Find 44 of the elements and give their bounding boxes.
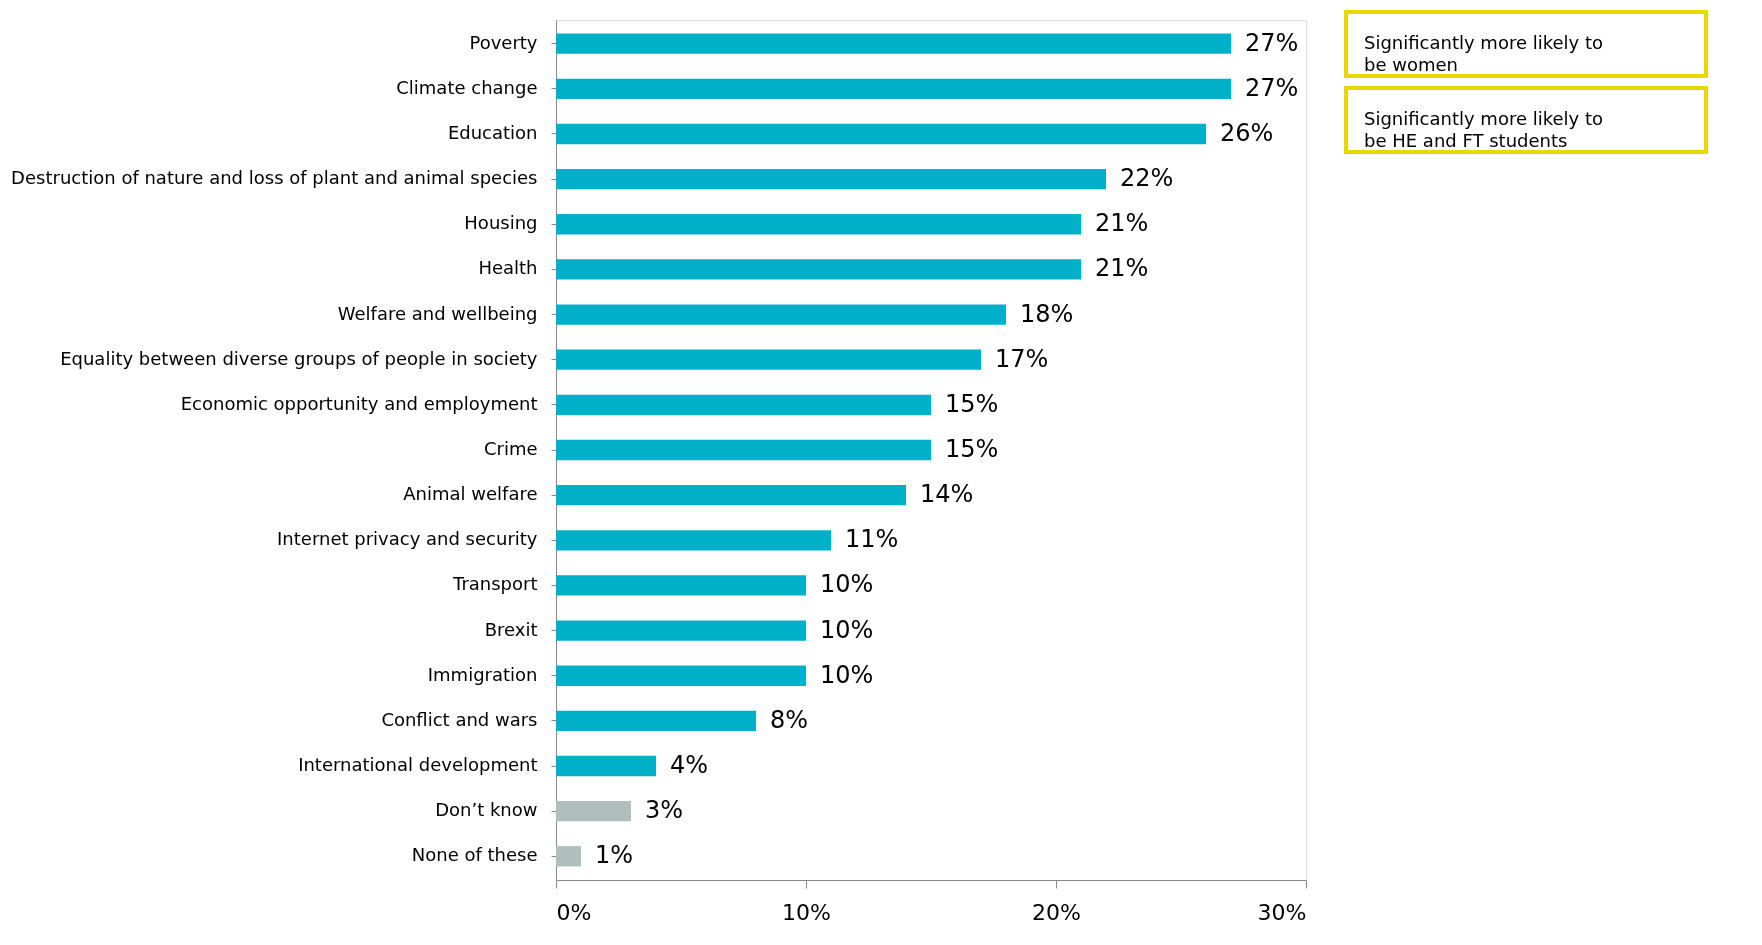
data-label: 4% (670, 751, 709, 780)
y-tick-label: International development (298, 754, 538, 776)
data-label: 22% (1120, 164, 1174, 193)
y-tick-label: Destruction of nature and loss of plant and animal species (11, 167, 538, 189)
data-label: 10% (820, 615, 874, 644)
data-label: 17% (995, 344, 1049, 373)
y-tick-label: Poverty (469, 31, 538, 53)
y-tick-label: Economic opportunity and employment (180, 392, 538, 414)
data-label: 10% (820, 570, 874, 599)
x-tick-label: 30% (1257, 899, 1307, 925)
y-tick-label: Animal welfare (403, 483, 538, 505)
x-tick-label: 20% (1032, 899, 1081, 925)
data-label: 21% (1095, 209, 1149, 238)
data-label: 26% (1220, 118, 1274, 147)
text: Significantly more likely to be HE and FT students (1364, 108, 1604, 151)
data-label: 10% (820, 660, 874, 689)
data-label: 15% (945, 435, 999, 463)
y-tick-label: None of these (411, 844, 538, 866)
data-label: 11% (845, 525, 899, 554)
y-tick-label: Housing (464, 212, 538, 234)
data-label: 14% (920, 480, 974, 509)
data-label: 27% (1245, 28, 1299, 57)
x-tick-label: 0% (556, 899, 592, 925)
y-tick-label: Health (478, 257, 538, 279)
y-tick-label: Climate change (396, 76, 538, 98)
x-tick-label: 10% (782, 899, 831, 925)
text: Significantly more likely to be women (1364, 32, 1604, 75)
y-tick-label: Welfare and wellbeing (337, 302, 538, 324)
data-label: 27% (1245, 73, 1299, 102)
y-tick-label: Immigration (427, 663, 538, 685)
y-tick-label: Equality between diverse groups of people in society (60, 347, 538, 369)
data-label: 18% (1020, 299, 1074, 328)
data-label: 3% (645, 796, 684, 825)
y-tick-label: Crime (483, 438, 538, 459)
y-tick-label: Don’t know (435, 799, 538, 821)
data-label: 1% (595, 841, 634, 870)
y-tick-label: Education (447, 121, 538, 143)
data-label: 15% (945, 389, 999, 418)
data-label: 8% (770, 705, 809, 734)
y-tick-label: Internet privacy and security (277, 528, 538, 550)
y-tick-label: Brexit (484, 618, 538, 640)
data-label: 21% (1095, 254, 1149, 283)
y-tick-label: Transport (452, 573, 538, 595)
y-tick-label: Conflict and wars (381, 708, 538, 730)
